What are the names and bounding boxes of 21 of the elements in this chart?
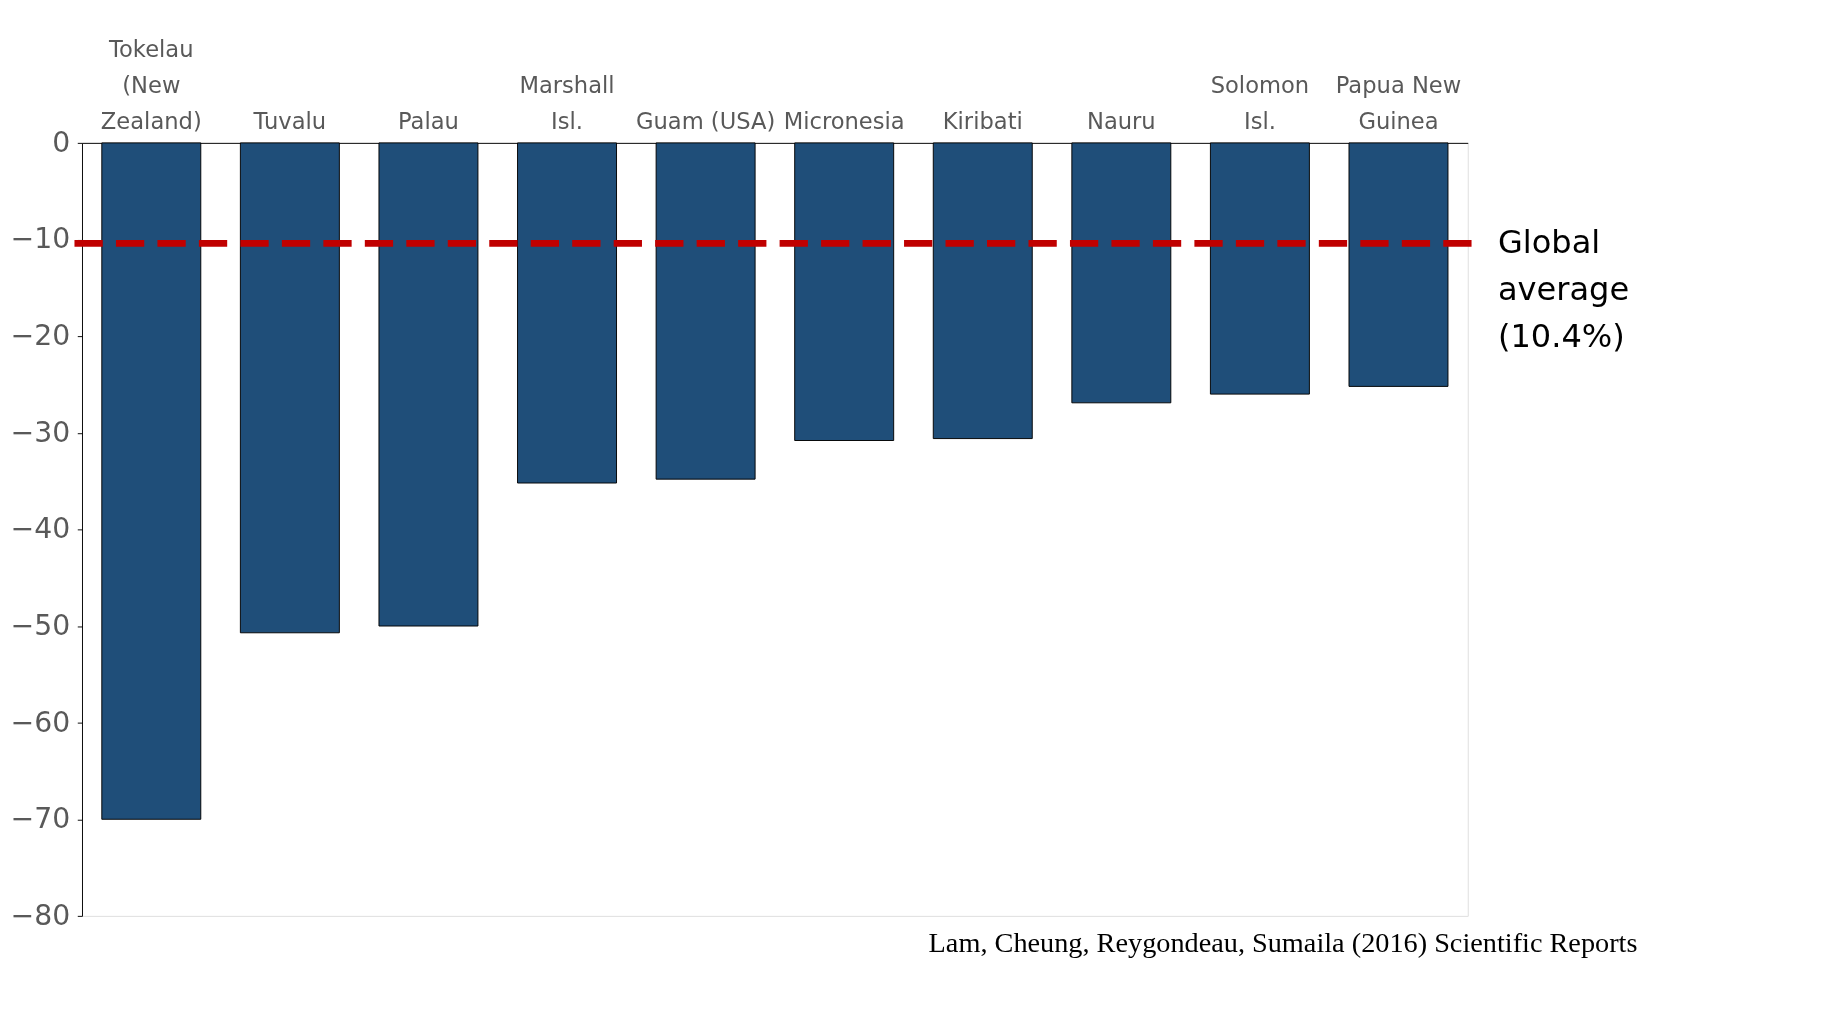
y-tick-label: −30 (10, 415, 71, 449)
x-tick-label: Guam (USA) (635, 107, 776, 134)
y-tick-label: −80 (10, 898, 71, 932)
x-tick-label: Kiribati (942, 107, 1023, 134)
x-tick-label: Tokelau (New Zealand) (100, 36, 202, 134)
x-tick-label: Micronesia (783, 107, 905, 134)
y-tick-label: −20 (10, 319, 71, 353)
y-tick-label: −70 (10, 802, 71, 836)
y-tick-label: −10 (10, 222, 71, 256)
y-tick-label: −50 (10, 608, 71, 642)
y-tick-label: 0 (52, 125, 71, 159)
x-tick-label: Papua New Guinea (1335, 71, 1462, 134)
x-tick-label: Tuvalu (252, 107, 327, 134)
ref-line-label: Global average (10.4%) (1497, 222, 1630, 356)
x-tick-label: Marshall Isl. (519, 71, 615, 134)
y-tick-label: −40 (10, 512, 71, 546)
x-tick-label: Solomon Isl. (1210, 71, 1310, 134)
x-tick-label: Palau (397, 107, 459, 134)
x-tick-label: Nauru (1086, 107, 1156, 134)
y-tick-label: −60 (10, 705, 71, 739)
text: Lam, Cheung, Reygondeau, Sumaila (2016) Scientific Reports (928, 926, 1638, 958)
